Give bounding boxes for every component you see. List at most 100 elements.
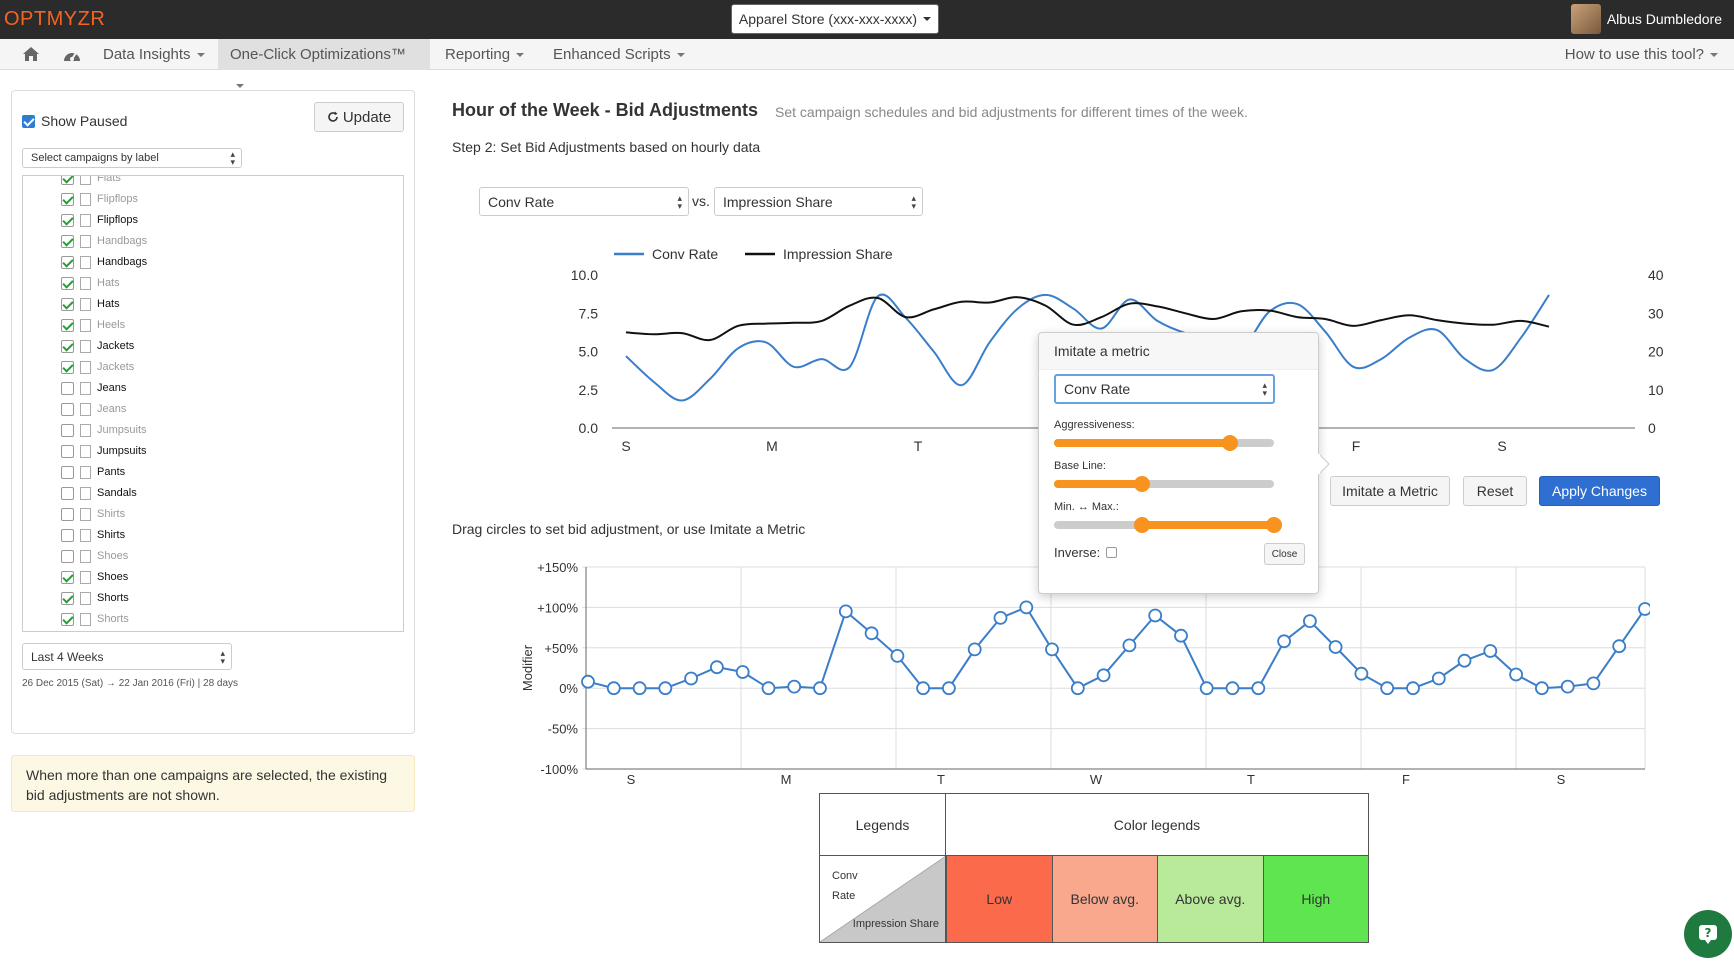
campaign-checkbox[interactable] — [61, 465, 74, 479]
campaign-checkbox[interactable] — [61, 381, 74, 395]
modifier-handle[interactable] — [838, 604, 853, 619]
modifier-handle[interactable] — [632, 681, 647, 696]
inverse-toggle[interactable]: Inverse: — [1054, 545, 1118, 560]
campaign-row[interactable]: Sandals — [61, 483, 137, 503]
show-paused-toggle[interactable]: Show Paused — [22, 113, 127, 129]
show-paused-checkbox[interactable] — [22, 114, 35, 128]
campaign-row[interactable]: Jeans — [61, 399, 126, 419]
metric2-select[interactable]: Impression Share ▴ ▾ — [714, 187, 923, 216]
modifier-handle[interactable] — [684, 671, 699, 686]
modifier-handle[interactable] — [1535, 681, 1549, 696]
campaign-row[interactable]: Pants — [61, 462, 125, 482]
modifier-handle[interactable] — [1586, 676, 1601, 691]
campaign-checkbox[interactable] — [61, 612, 74, 626]
campaign-checkbox[interactable] — [61, 570, 74, 584]
modifier-handle[interactable] — [1483, 644, 1498, 658]
modifier-handle[interactable] — [1380, 681, 1395, 696]
nav-help[interactable]: How to use this tool? — [1553, 39, 1730, 70]
imitate-metric-select[interactable]: Conv Rate ▴ ▾ — [1054, 374, 1275, 404]
campaign-row[interactable]: Flats — [61, 176, 121, 188]
campaign-checkbox[interactable] — [61, 213, 74, 227]
slider-knob[interactable] — [1134, 517, 1150, 533]
modifier-handle[interactable] — [1277, 634, 1291, 649]
modifier-handle[interactable] — [1096, 668, 1111, 683]
modifier-handle[interactable] — [1225, 681, 1240, 696]
campaign-row[interactable]: Heels — [61, 315, 125, 335]
campaign-checkbox[interactable] — [61, 192, 74, 206]
campaign-row[interactable]: Shoes — [61, 567, 128, 587]
campaign-row[interactable]: Shorts — [61, 588, 129, 608]
modifier-handle[interactable] — [813, 681, 827, 696]
modifier-handle[interactable] — [967, 642, 982, 657]
modifier-handle[interactable] — [890, 649, 905, 663]
slider-knob[interactable] — [1222, 435, 1238, 451]
campaign-checkbox[interactable] — [61, 528, 74, 542]
campaign-checkbox[interactable] — [61, 297, 74, 311]
modifier-handle[interactable] — [1328, 640, 1343, 654]
campaign-checkbox[interactable] — [61, 318, 74, 332]
campaign-checkbox[interactable] — [61, 444, 74, 458]
nav-enhanced-scripts[interactable]: Enhanced Scripts — [541, 39, 697, 70]
modifier-handle[interactable] — [658, 681, 673, 696]
nav-reporting[interactable]: Reporting — [433, 39, 536, 70]
campaign-row[interactable]: Jumpsuits — [61, 420, 147, 440]
campaign-row[interactable]: Jackets — [61, 357, 134, 377]
slider-knob[interactable] — [1134, 476, 1150, 492]
campaign-checkbox[interactable] — [61, 507, 74, 521]
dashboard-icon[interactable] — [50, 39, 92, 70]
campaign-list[interactable]: Flats Flipflops Flipflops Handbags Handbags H… — [22, 175, 404, 632]
update-button[interactable]: Update — [314, 102, 404, 132]
modifier-handle[interactable] — [1019, 600, 1034, 615]
bid-modifier-chart[interactable]: +150% +100% +50% 0% -50% -100% Modifier S M T W T F S — [510, 552, 1650, 792]
modifier-handle[interactable] — [735, 665, 750, 679]
modifier-handle[interactable] — [941, 681, 956, 696]
modifier-handle[interactable] — [787, 679, 802, 694]
slider-knob[interactable] — [1266, 517, 1282, 533]
campaign-row[interactable]: Jumpsuits — [61, 441, 147, 461]
nav-data-insights[interactable]: Data Insights — [91, 39, 217, 70]
campaign-checkbox[interactable] — [61, 276, 74, 290]
campaign-row[interactable]: Flipflops — [61, 189, 138, 209]
account-selector[interactable]: Apparel Store (xxx-xxx-xxxx) — [731, 4, 939, 34]
campaign-checkbox[interactable] — [61, 360, 74, 374]
modifier-handle[interactable] — [581, 674, 595, 689]
campaign-row[interactable]: Hats — [61, 273, 120, 293]
campaign-row[interactable]: Handbags — [61, 231, 147, 251]
campaign-row[interactable]: Jeans — [61, 378, 126, 398]
campaign-row[interactable]: Jackets — [61, 336, 134, 356]
campaign-row[interactable]: Shirts — [61, 525, 125, 545]
home-icon[interactable] — [10, 39, 50, 70]
modifier-handle[interactable] — [1406, 681, 1420, 696]
slider-track[interactable] — [1054, 480, 1274, 488]
modifier-handle[interactable] — [1148, 608, 1163, 623]
modifier-handle[interactable] — [1045, 642, 1059, 657]
user-menu[interactable]: Albus Dumbledore — [1570, 4, 1722, 34]
modifier-handle[interactable] — [864, 626, 879, 641]
campaign-checkbox[interactable] — [61, 339, 74, 353]
modifier-handle[interactable] — [1303, 614, 1317, 628]
modifier-handle[interactable] — [1354, 666, 1369, 681]
reset-button[interactable]: Reset — [1463, 476, 1527, 506]
modifier-handle[interactable] — [1431, 671, 1446, 686]
modifier-handle[interactable] — [1122, 638, 1137, 653]
campaign-checkbox[interactable] — [61, 176, 74, 185]
campaign-checkbox[interactable] — [61, 402, 74, 416]
campaign-row[interactable]: Shoes — [61, 546, 128, 566]
modifier-handle[interactable] — [606, 681, 621, 696]
help-chat-button[interactable]: ? — [1684, 910, 1732, 958]
modifier-handle[interactable] — [1638, 602, 1650, 616]
modifier-handle[interactable] — [1199, 681, 1214, 696]
brand-logo[interactable]: OPTMYZR — [4, 8, 106, 30]
metric1-select[interactable]: Conv Rate ▴ ▾ — [479, 187, 689, 216]
campaign-checkbox[interactable] — [61, 255, 74, 269]
campaign-row[interactable]: Hats — [61, 294, 120, 314]
label-select[interactable]: Select campaigns by label ▴ ▾ — [22, 148, 242, 168]
date-range-select[interactable]: Last 4 Weeks ▴ ▾ — [22, 643, 232, 670]
imitate-metric-button[interactable]: Imitate a Metric — [1330, 476, 1450, 506]
campaign-row[interactable]: Handbags — [61, 252, 147, 272]
campaign-checkbox[interactable] — [61, 591, 74, 605]
close-button[interactable]: Close — [1264, 543, 1305, 565]
campaign-row[interactable]: Shirts — [61, 504, 125, 524]
campaign-checkbox[interactable] — [61, 549, 74, 563]
modifier-handle[interactable] — [1612, 639, 1627, 654]
